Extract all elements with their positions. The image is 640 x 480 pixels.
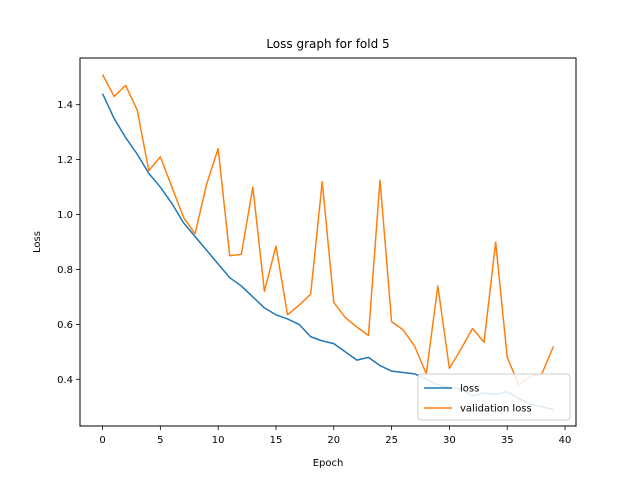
axes-frame [79, 57, 577, 427]
x-tick-label: 5 [157, 435, 163, 446]
y-tick-label: 1.0 [57, 210, 73, 221]
y-tick-label: 1.4 [57, 100, 73, 111]
legend-label: validation loss [460, 404, 532, 415]
y-axis: 0.4 0.6 0.8 1.0 1.2 1.4 [57, 100, 80, 386]
legend: loss validation loss [417, 373, 571, 421]
x-axis: 0 5 10 15 20 25 30 35 40 [99, 426, 571, 446]
x-tick-label: 15 [270, 435, 283, 446]
y-tick-label: 1.2 [57, 155, 73, 166]
chart-title: Loss graph for fold 5 [266, 37, 389, 51]
y-tick-label: 0.6 [57, 320, 73, 331]
legend-label: loss [460, 384, 479, 395]
x-tick-label: 40 [559, 435, 572, 446]
x-tick-label: 10 [212, 435, 225, 446]
y-tick-label: 0.8 [57, 265, 73, 276]
x-axis-title: Epoch [313, 458, 344, 469]
y-tick-label: 0.4 [57, 375, 73, 386]
series-line-validation-loss [101, 74, 555, 386]
x-tick-label: 20 [327, 435, 340, 446]
x-tick-label: 25 [385, 435, 398, 446]
x-tick-label: 30 [443, 435, 456, 446]
y-axis-title: Loss [32, 231, 43, 253]
x-tick-label: 0 [99, 435, 105, 446]
legend-box [417, 373, 571, 421]
x-tick-label: 35 [501, 435, 514, 446]
